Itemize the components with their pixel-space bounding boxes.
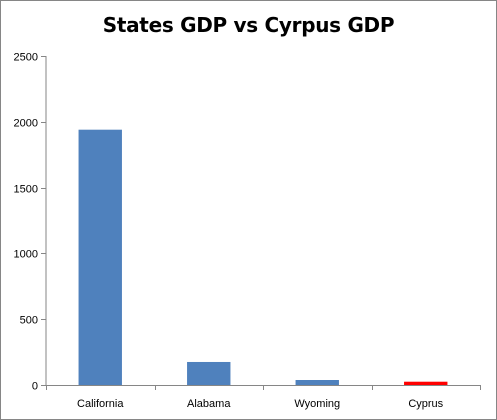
y-tick-label: 2000 bbox=[14, 118, 38, 130]
chart-title: States GDP vs Cyrpus GDP bbox=[102, 13, 395, 37]
y-tick-label: 2500 bbox=[14, 52, 38, 64]
bar-california bbox=[78, 129, 122, 385]
x-tick-label: Alabama bbox=[187, 398, 231, 410]
bar-wyoming bbox=[295, 379, 339, 385]
bar-cyprus bbox=[404, 381, 448, 385]
y-axis: 0 500 1000 1500 2000 2500 bbox=[14, 52, 47, 393]
x-tick-label: Wyoming bbox=[294, 398, 340, 410]
bar-alabama bbox=[187, 361, 231, 385]
x-tick-label: Cyprus bbox=[408, 398, 443, 410]
bars bbox=[78, 129, 448, 385]
y-tick-label: 0 bbox=[32, 381, 38, 393]
x-tick-label: California bbox=[77, 398, 124, 410]
x-axis: California Alabama Wyoming Cyprus bbox=[46, 385, 481, 410]
y-tick-label: 500 bbox=[20, 315, 38, 327]
y-tick-label: 1500 bbox=[14, 184, 38, 196]
y-tick-label: 1000 bbox=[14, 249, 38, 261]
